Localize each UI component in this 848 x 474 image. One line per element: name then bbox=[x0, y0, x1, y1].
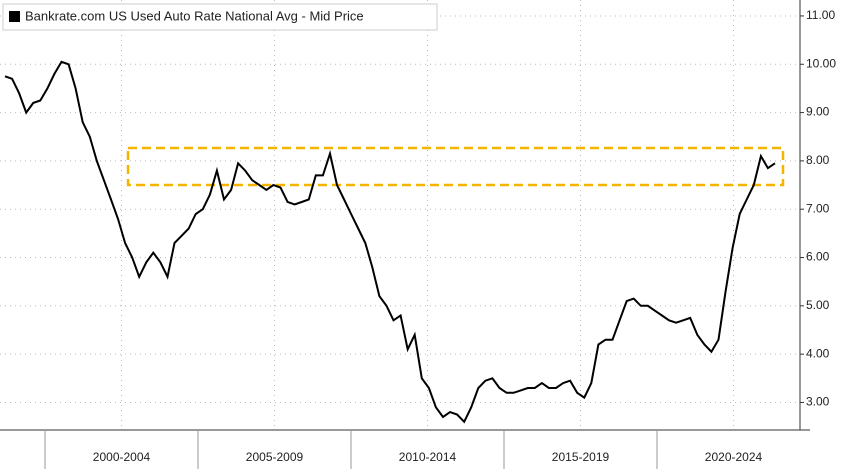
x-tick-label: 2000-2004 bbox=[93, 450, 151, 464]
y-tick-label: 11.00 bbox=[806, 8, 835, 22]
legend: Bankrate.com US Used Auto Rate National … bbox=[2, 3, 438, 31]
y-tick-label: 6.00 bbox=[806, 250, 830, 264]
x-tick-label: 2010-2014 bbox=[399, 450, 457, 464]
legend-box bbox=[2, 3, 438, 31]
y-tick-label: 3.00 bbox=[806, 395, 830, 409]
x-tick-label: 2005-2009 bbox=[246, 450, 304, 464]
y-tick-label: 4.00 bbox=[806, 346, 830, 360]
line-series bbox=[4, 60, 776, 424]
legend-swatch bbox=[9, 11, 20, 22]
y-tick-label: 7.00 bbox=[806, 201, 830, 215]
y-tick-label: 9.00 bbox=[806, 105, 830, 119]
x-tick-label: 2020-2024 bbox=[705, 450, 763, 464]
legend-label: Bankrate.com US Used Auto Rate National … bbox=[25, 8, 364, 23]
y-tick-label: 8.00 bbox=[806, 153, 830, 167]
y-tick-label: 10.00 bbox=[806, 56, 836, 70]
highlight-box bbox=[126, 146, 785, 187]
y-tick-label: 5.00 bbox=[806, 298, 830, 312]
x-tick-label: 2015-2019 bbox=[552, 450, 610, 464]
